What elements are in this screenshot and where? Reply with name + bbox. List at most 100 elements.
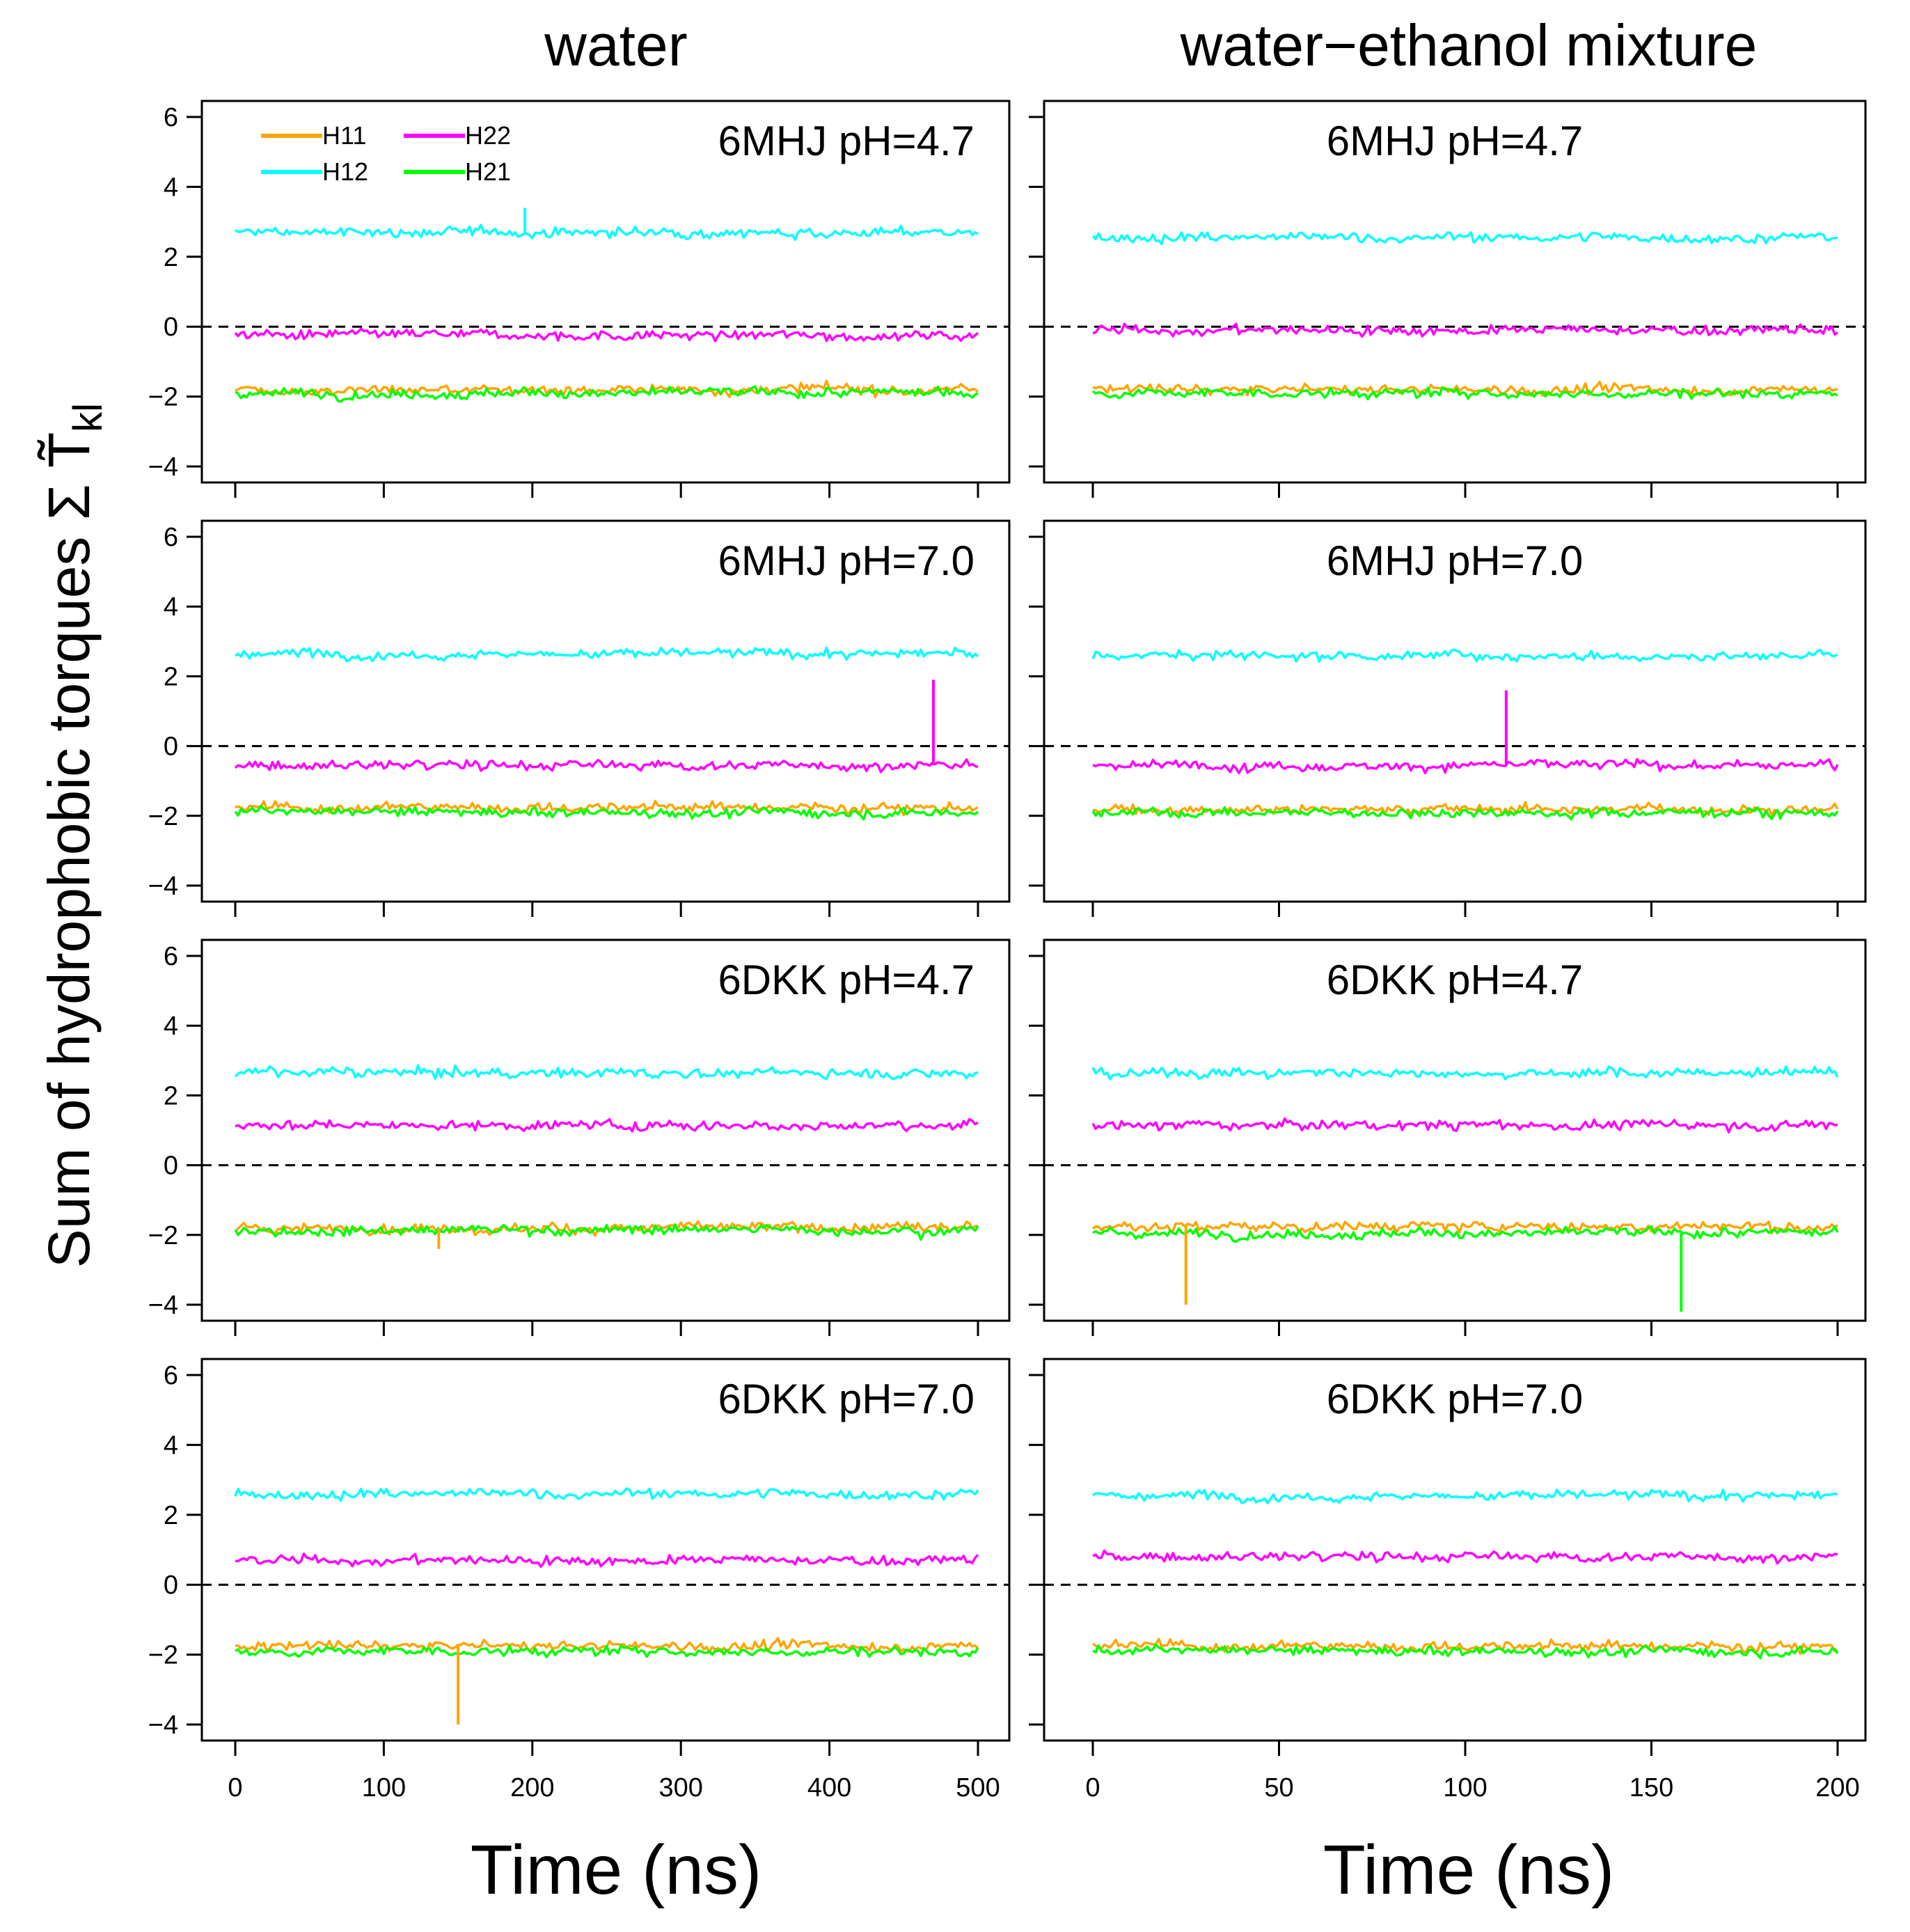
x-axis-label-water: Time (ns): [471, 1831, 762, 1909]
y-tick-label: 6: [164, 942, 178, 971]
series-h12: [1091, 648, 1838, 663]
y-tick-label: 4: [164, 1431, 178, 1460]
y-axis-label-text: Sum of hydrophobic torques Σ T̃: [36, 432, 102, 1269]
series-h12: [235, 646, 979, 663]
y-tick-label: −4: [148, 1711, 178, 1740]
column-titles: water water−ethanol mixture: [544, 13, 1757, 78]
x-tick-label: 300: [658, 1773, 702, 1803]
y-tick-label: 4: [164, 173, 178, 202]
column-title-water: water: [544, 13, 687, 78]
panel-frame: [200, 100, 1011, 484]
panel-label: 6DKK pH=4.7: [718, 957, 974, 1003]
series-h11: [1091, 1638, 1838, 1656]
y-tick-label: 2: [164, 243, 178, 272]
panel-3: 6MHJ pH=7.0: [1029, 519, 1867, 917]
series-h12: [235, 223, 979, 241]
y-tick-label: −2: [148, 802, 178, 831]
x-tick-label: 150: [1629, 1773, 1673, 1803]
x-tick-label: 100: [362, 1773, 406, 1803]
panel-frame: [200, 519, 1011, 903]
panel-frame: [200, 938, 1011, 1322]
y-axis-label: Sum of hydrophobic torques Σ T̃kl: [36, 403, 111, 1268]
x-tick-label: 400: [807, 1773, 851, 1803]
series-h22: [1091, 1117, 1838, 1134]
series-h22: [1092, 1549, 1838, 1565]
x-tick-label: 500: [956, 1773, 1000, 1803]
x-tick-label: 100: [1443, 1773, 1487, 1803]
series-h22: [234, 327, 979, 343]
series-h12: [1091, 1065, 1839, 1081]
svg-text:Sum of hydrophobic torques Σ: Sum of hydrophobic torques Σ T̃kl: [36, 403, 111, 1268]
panel-frame: [1043, 1358, 1867, 1742]
series-h22: [235, 1117, 979, 1133]
series-h12: [1091, 230, 1838, 246]
y-tick-label: −2: [148, 1221, 178, 1250]
x-tick-label: 50: [1264, 1773, 1293, 1803]
y-tick-label: 4: [164, 592, 178, 622]
panel-label: 6MHJ pH=7.0: [718, 537, 975, 584]
panels: 6 4 2 0 −2 −4 6MHJ pH=4.7 H11 H22 H12 H21 6MHJ pH=4…: [148, 100, 1867, 1803]
series-h22: [1092, 757, 1839, 775]
panel-frame: [1043, 938, 1867, 1322]
series-h21: [234, 804, 979, 821]
series-h22: [235, 1553, 979, 1568]
series-h22: [1092, 322, 1838, 338]
series-h21: [1092, 1643, 1839, 1660]
y-tick-label: −2: [148, 383, 178, 412]
y-axis-label-subscript: kl: [65, 403, 111, 432]
y-tick-label: 2: [164, 1501, 178, 1530]
x-tick-label: 0: [1085, 1773, 1100, 1803]
series-h12: [1092, 1488, 1838, 1505]
series-h21: [235, 385, 979, 403]
series-h21: [1091, 386, 1838, 400]
y-tick-label: 0: [164, 313, 178, 342]
series-h22: [234, 758, 979, 773]
legend-label-h11: H11: [322, 121, 366, 150]
series-h21: [235, 1644, 979, 1658]
legend-label-h12: H12: [322, 157, 368, 186]
series-h11: [1092, 801, 1839, 817]
series-h21: [234, 1223, 979, 1241]
series-h21: [1091, 806, 1839, 821]
panel-1: 6MHJ pH=4.7: [1029, 100, 1867, 498]
y-tick-label: 2: [164, 1081, 178, 1110]
legend: H11 H22 H12 H21: [261, 121, 511, 186]
panel-frame: [1043, 519, 1867, 903]
y-tick-label: 6: [164, 523, 178, 552]
y-tick-label: 6: [164, 1361, 178, 1390]
panel-label: 6DKK pH=7.0: [1327, 1376, 1584, 1422]
panel-2: 6 4 2 0 −2 −4 6MHJ pH=7.0: [148, 519, 1011, 917]
y-tick-label: −2: [148, 1641, 178, 1670]
y-tick-label: 6: [164, 103, 178, 132]
panel-label: 6MHJ pH=7.0: [1327, 537, 1584, 584]
panel-label: 6MHJ pH=4.7: [718, 118, 975, 164]
panel-label: 6MHJ pH=4.7: [1327, 118, 1584, 164]
y-tick-label: 0: [164, 1152, 178, 1181]
y-tick-label: 0: [164, 732, 178, 762]
legend-label-h22: H22: [465, 121, 511, 150]
panel-label: 6DKK pH=7.0: [718, 1376, 974, 1422]
series-h11: [235, 379, 979, 399]
y-tick-label: −4: [148, 872, 178, 901]
y-tick-label: 0: [164, 1571, 178, 1600]
series-h12: [234, 1487, 979, 1502]
series-h11: [1091, 1220, 1838, 1235]
x-axis-labels: Time (ns) Time (ns): [471, 1831, 1615, 1909]
series-h21: [1092, 1225, 1839, 1243]
series-h12: [234, 1064, 979, 1081]
y-tick-label: 2: [164, 662, 178, 691]
y-tick-label: −4: [148, 1291, 178, 1320]
panel-6: 6 4 2 0 −2 −4 0 100 200 300 400 500 6DKK pH=7.0: [148, 1358, 1011, 1803]
panel-0: 6 4 2 0 −2 −4 6MHJ pH=4.7 H11 H22 H12 H21: [148, 100, 1011, 498]
x-tick-label: 0: [228, 1773, 242, 1803]
panel-label: 6DKK pH=4.7: [1327, 957, 1584, 1003]
y-tick-label: −4: [148, 453, 178, 482]
panel-4: 6 4 2 0 −2 −4 6DKK pH=4.7: [148, 938, 1011, 1336]
legend-label-h21: H21: [465, 157, 511, 186]
panel-7: 0 50 100 150 200 6DKK pH=7.0: [1029, 1358, 1867, 1803]
x-axis-label-water-ethanol: Time (ns): [1323, 1831, 1615, 1909]
panel-frame: [1043, 100, 1867, 484]
panel-frame: [200, 1358, 1011, 1742]
x-tick-label: 200: [510, 1773, 554, 1803]
